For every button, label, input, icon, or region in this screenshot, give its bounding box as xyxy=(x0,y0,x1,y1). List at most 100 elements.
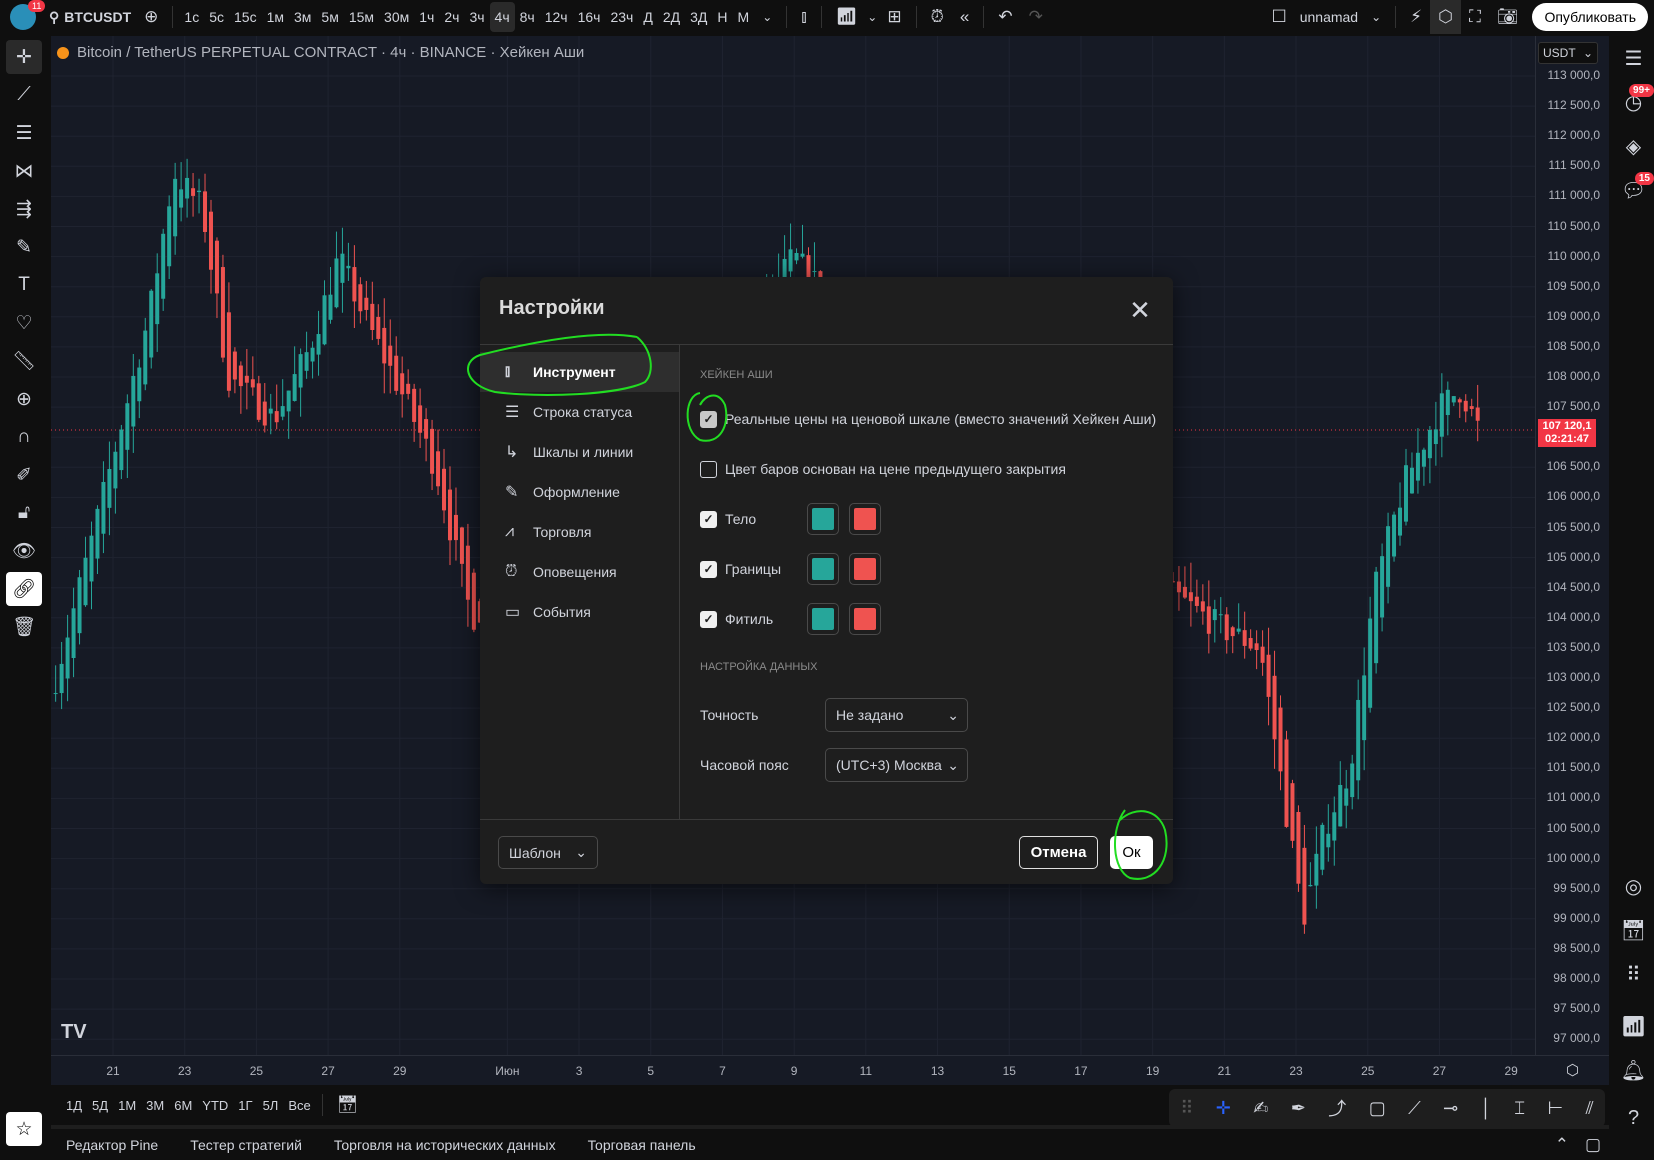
settings-icon[interactable]: ⬡ xyxy=(1430,0,1461,34)
interval-0[interactable]: 1с xyxy=(184,9,200,25)
interval-11[interactable]: 4ч xyxy=(489,2,515,32)
interval-1[interactable]: 5с xyxy=(209,9,224,25)
camera-icon[interactable]: 📷︎ xyxy=(1496,7,1519,26)
compare-add-icon[interactable]: ⊕ xyxy=(144,7,159,26)
pattern-icon[interactable]: ⋈ xyxy=(14,160,34,182)
zoom-in-icon[interactable]: ⊕ xyxy=(16,388,32,410)
calendar-icon[interactable]: 📅︎ xyxy=(1620,919,1647,942)
text-icon[interactable]: T xyxy=(18,274,30,295)
range-2[interactable]: 1М xyxy=(118,1097,137,1113)
interval-6[interactable]: 15м xyxy=(348,9,375,25)
symbol-search[interactable]: ⚲ BTCUSDT xyxy=(49,8,132,26)
range-6[interactable]: 1Г xyxy=(238,1097,253,1113)
trash-icon[interactable]: 🗑︎ xyxy=(11,617,37,638)
crosshair-icon[interactable]: ✛ xyxy=(1215,1097,1231,1118)
price-range-icon[interactable]: ⌶ xyxy=(1514,1097,1526,1118)
interval-4[interactable]: 3м xyxy=(294,9,312,25)
interval-19[interactable]: Н xyxy=(717,9,728,25)
avatar[interactable]: 11 xyxy=(4,0,46,34)
goto-date-icon[interactable]: 📅︎ xyxy=(336,1095,359,1114)
cancel-button[interactable]: Отмена xyxy=(1019,836,1098,869)
interval-8[interactable]: 1ч xyxy=(419,9,435,25)
alert-icon[interactable]: ⏰︎ xyxy=(930,7,944,26)
vertical-line-icon[interactable]: │ xyxy=(1480,1097,1492,1118)
interval-17[interactable]: 2Д xyxy=(662,9,681,25)
currency-select[interactable]: USDT ⌄ xyxy=(1538,42,1598,64)
template-button[interactable]: Шаблон ⌄ xyxy=(498,836,598,869)
range-1[interactable]: 5Д xyxy=(92,1097,109,1113)
real-prices-option[interactable]: ✓ Реальные цены на ценовой шкале (вместо … xyxy=(700,407,1156,431)
bottom-tab-0[interactable]: Редактор Pine xyxy=(66,1136,159,1153)
range-0[interactable]: 1Д xyxy=(66,1097,83,1113)
bottom-tab-1[interactable]: Тестер стратегий xyxy=(190,1136,302,1153)
apps-icon[interactable]: ⠿ xyxy=(1626,963,1641,986)
quick-search-icon[interactable]: ⚡︎ xyxy=(1410,7,1423,26)
color-swatch-up[interactable] xyxy=(807,603,839,635)
time-axis[interactable]: ⬡ 21 23 25 27 29 Июн 3 5 7 9 11 13 15 17 19 21 23 25 27 29 xyxy=(51,1055,1609,1085)
row-checkbox[interactable]: ✓ xyxy=(700,510,717,528)
range-7[interactable]: 5Л xyxy=(262,1097,279,1113)
range-4[interactable]: 6М xyxy=(174,1097,193,1113)
prev-close-checkbox[interactable] xyxy=(700,460,717,478)
interval-5[interactable]: 5м xyxy=(321,9,339,25)
maximize-icon[interactable]: ▢ xyxy=(1584,1134,1601,1154)
chart-area[interactable]: Bitcoin / TetherUS PERPETUAL CONTRACT · … xyxy=(51,36,1609,1085)
fullscreen-icon[interactable]: ⛶ xyxy=(1468,7,1481,26)
axis-settings-icon[interactable]: ⬡ xyxy=(1566,1062,1580,1079)
chevron-down-icon[interactable]: ⌄ xyxy=(867,10,878,24)
color-swatch-up[interactable] xyxy=(807,503,839,535)
drag-handle-icon[interactable]: ⠿ xyxy=(1180,1097,1194,1118)
price-axis[interactable]: USDT ⌄ 113 000,0 112 500,0 112 000,0 111 500… xyxy=(1535,36,1609,1055)
interval-13[interactable]: 12ч xyxy=(544,9,568,25)
nav-item-3[interactable]: ✎ Оформление xyxy=(480,472,679,512)
nav-item-1[interactable]: ☰ Строка статуса xyxy=(480,392,679,432)
trend-line-icon[interactable]: ⟋ xyxy=(17,84,31,105)
range-3[interactable]: 3М xyxy=(146,1097,165,1113)
highlighter-icon[interactable]: ✒︎ xyxy=(1290,1097,1306,1118)
interval-12[interactable]: 8ч xyxy=(519,9,535,25)
interval-14[interactable]: 16ч xyxy=(577,9,601,25)
path-icon[interactable]: ⤴ xyxy=(1328,1099,1347,1119)
parallel-channel-icon[interactable]: ⫽ xyxy=(1585,1097,1594,1118)
undo-icon[interactable]: ↶ xyxy=(998,7,1013,26)
lock-drawing-icon[interactable]: ✐ xyxy=(16,464,32,486)
brush-icon[interactable]: ✎ xyxy=(16,236,32,258)
precision-select[interactable]: Не задано ⌄ xyxy=(825,698,968,732)
eye-icon[interactable]: 👁︎ xyxy=(11,541,37,562)
color-swatch-down[interactable] xyxy=(849,603,881,635)
publish-button[interactable]: Опубликовать xyxy=(1532,3,1648,31)
alerts-icon[interactable]: ◷ 99+ xyxy=(1613,80,1654,124)
interval-9[interactable]: 2ч xyxy=(444,9,460,25)
nav-item-5[interactable]: ⏰︎ Оповещения xyxy=(480,552,679,592)
nav-item-6[interactable]: ▭ События xyxy=(480,592,679,632)
ruler-icon[interactable]: 📏︎ xyxy=(11,351,37,372)
bottom-tab-3[interactable]: Торговая панель xyxy=(587,1136,696,1153)
replay-icon[interactable]: « xyxy=(959,7,970,26)
fib-icon[interactable]: ☰ xyxy=(15,122,33,144)
nav-item-4[interactable]: ⩘ Торговля xyxy=(480,512,679,552)
ok-button[interactable]: Ок xyxy=(1110,836,1153,869)
interval-20[interactable]: М xyxy=(737,9,750,25)
close-icon[interactable]: ✕ xyxy=(1129,295,1151,325)
help-icon[interactable]: ? xyxy=(1627,1106,1640,1129)
link-icon[interactable]: 🔗︎ xyxy=(6,572,42,606)
indicators-icon[interactable]: 📶︎ xyxy=(835,7,858,26)
layout-checkbox-icon[interactable]: ☐ xyxy=(1271,7,1287,26)
chevron-down-icon[interactable]: ⌄ xyxy=(1371,10,1382,24)
color-swatch-down[interactable] xyxy=(849,553,881,585)
lock-icon[interactable]: 🔓︎ xyxy=(17,502,31,523)
broadcast-icon[interactable]: 📶︎ xyxy=(1620,1015,1647,1038)
heart-icon[interactable]: ♡ xyxy=(15,312,33,334)
color-swatch-up[interactable] xyxy=(807,553,839,585)
forecast-icon[interactable]: ⇶ xyxy=(16,198,32,220)
interval-2[interactable]: 15с xyxy=(234,9,257,25)
target-icon[interactable]: ◎ xyxy=(1624,875,1643,898)
chevron-down-icon[interactable]: ⌄ xyxy=(762,10,773,24)
timezone-select[interactable]: (UTC+3) Москва ⌄ xyxy=(825,748,968,782)
prev-close-option[interactable]: Цвет баров основан на цене предыдущего з… xyxy=(700,457,1066,481)
nav-item-2[interactable]: ↳ Шкалы и линии xyxy=(480,432,679,472)
redo-icon[interactable]: ↷ xyxy=(1028,7,1043,26)
layout-grid-icon[interactable]: ⊞ xyxy=(887,7,902,26)
chat-icon[interactable]: 💬︎ 15 xyxy=(1613,168,1654,212)
range-5[interactable]: YTD xyxy=(202,1097,229,1113)
